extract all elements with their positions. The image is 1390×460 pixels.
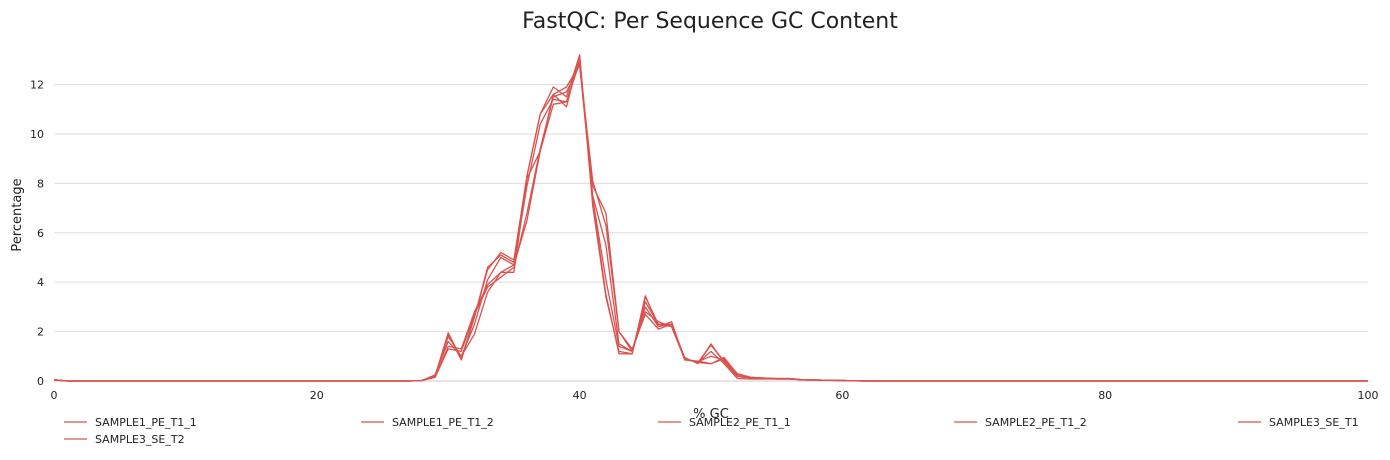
series-line xyxy=(53,61,1368,382)
y-tick-label: 10 xyxy=(30,128,44,141)
y-tick-label: 6 xyxy=(37,227,44,240)
legend-label: SAMPLE1_PE_T1_2 xyxy=(392,416,494,429)
chart-title: FastQC: Per Sequence GC Content xyxy=(522,9,898,34)
y-axis-title: Percentage xyxy=(10,178,25,251)
series-line xyxy=(53,64,1368,382)
x-tick-label: 80 xyxy=(1098,389,1112,402)
x-tick-label: 40 xyxy=(573,389,587,402)
series-line xyxy=(53,64,1368,382)
x-tick-label: 60 xyxy=(835,389,849,402)
grid-lines xyxy=(54,84,1368,382)
y-tick-label: 8 xyxy=(37,177,44,190)
legend: SAMPLE1_PE_T1_1 SAMPLE1_PE_T1_2 SAMPLE2_PE… xyxy=(64,416,1359,446)
y-tick-label: 4 xyxy=(37,276,44,289)
x-tick-label: 100 xyxy=(1358,389,1379,402)
series-lines xyxy=(53,54,1368,382)
series-line xyxy=(53,59,1368,382)
legend-label: SAMPLE2_PE_T1_1 xyxy=(689,416,791,429)
legend-label: SAMPLE3_SE_T1 xyxy=(1269,416,1359,429)
legend-label: SAMPLE1_PE_T1_1 xyxy=(95,416,197,429)
x-tick-label: 20 xyxy=(310,389,324,402)
legend-label: SAMPLE3_SE_T2 xyxy=(95,433,185,446)
legend-label: SAMPLE2_PE_T1_2 xyxy=(985,416,1087,429)
x-tick-label: 0 xyxy=(51,389,58,402)
y-axis-ticks: 0 2 4 6 8 10 12 xyxy=(30,79,44,388)
x-axis-ticks: 0 20 40 60 80 100 xyxy=(51,389,1379,402)
x-axis-title: % GC xyxy=(693,407,729,422)
y-tick-label: 2 xyxy=(37,326,44,339)
y-tick-label: 0 xyxy=(37,375,44,388)
y-tick-label: 12 xyxy=(30,79,44,92)
